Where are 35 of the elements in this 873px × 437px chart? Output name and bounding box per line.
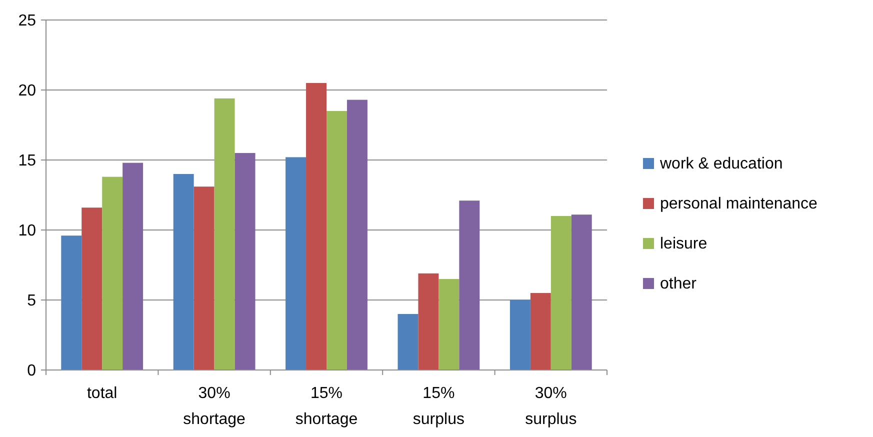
bar bbox=[550, 216, 572, 370]
bar bbox=[122, 162, 144, 370]
y-tick-label: 0 bbox=[27, 362, 36, 380]
bar bbox=[82, 208, 102, 370]
bar bbox=[61, 236, 82, 370]
x-tick-label: total bbox=[86, 385, 118, 402]
y-tick-label: 20 bbox=[18, 82, 36, 100]
bar bbox=[173, 174, 194, 370]
bar bbox=[418, 273, 439, 370]
bar bbox=[306, 83, 326, 370]
legend-label: other bbox=[660, 276, 698, 293]
bar bbox=[571, 214, 592, 370]
bar bbox=[286, 157, 306, 370]
x-tick-label: 15% surplus bbox=[412, 385, 464, 428]
bar bbox=[510, 300, 530, 370]
y-tick-label: 5 bbox=[27, 292, 36, 310]
bar bbox=[214, 98, 235, 370]
bar bbox=[326, 111, 347, 370]
bar bbox=[194, 186, 214, 370]
x-tick-label: 30% surplus bbox=[525, 385, 577, 428]
bar bbox=[398, 314, 418, 370]
bar bbox=[438, 279, 460, 370]
bar bbox=[346, 100, 368, 370]
legend-label: work & education bbox=[659, 156, 783, 173]
bar bbox=[459, 200, 480, 370]
y-tick-label: 10 bbox=[18, 222, 36, 240]
legend-label: leisure bbox=[660, 236, 708, 253]
bar bbox=[234, 153, 256, 370]
bar bbox=[102, 176, 123, 370]
bar bbox=[530, 293, 551, 370]
y-tick-label: 25 bbox=[18, 12, 36, 30]
x-tick-label: 30% shortage bbox=[183, 385, 246, 428]
x-tick-label: 15% shortage bbox=[295, 385, 358, 428]
legend-label: personal maintenance bbox=[660, 196, 818, 213]
y-tick-label: 15 bbox=[18, 152, 36, 170]
